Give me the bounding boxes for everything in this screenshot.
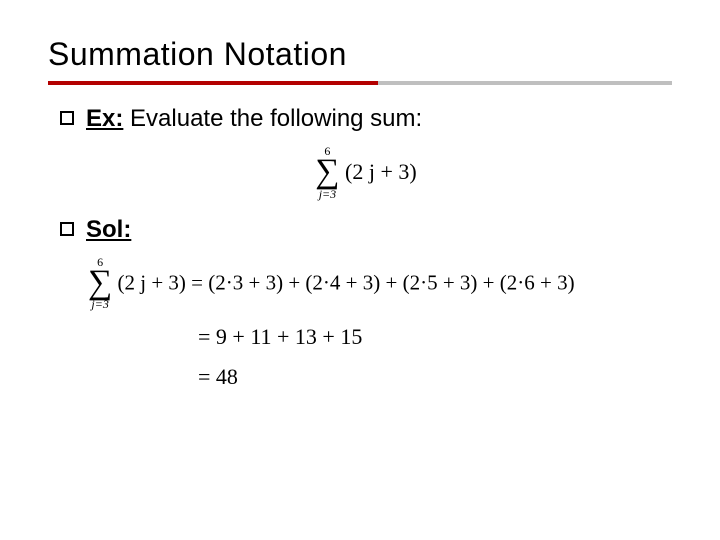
sigma-icon: ∑ <box>315 157 339 188</box>
page-title: Summation Notation <box>48 36 672 73</box>
rhs-expansion: = (2·3 + 3) + (2·4 + 3) + (2·5 + 3) + (2… <box>191 270 574 294</box>
ex-label: Ex: <box>86 105 123 132</box>
sigma-icon: ∑ <box>88 268 112 299</box>
sigma-lower: j=3 <box>319 188 336 200</box>
ex-text: Evaluate the following sum: <box>123 105 422 132</box>
formula-body: (2 j + 3) <box>345 159 417 184</box>
sigma-lower-2: j=3 <box>91 298 108 310</box>
sol-label: Sol: <box>86 216 131 243</box>
bullet-box-icon <box>60 222 74 236</box>
bullet-box-icon <box>60 111 74 125</box>
bullet-sol: Sol: <box>60 216 672 244</box>
formula-problem: 6 ∑ j=3 (2 j + 3) <box>60 145 672 200</box>
solution-step-2: = 9 + 11 + 13 + 15 <box>198 324 672 350</box>
solution-step-3: = 48 <box>198 364 672 390</box>
solution-expansion: 6 ∑ j=3 (2 j + 3) = (2·3 + 3) + (2·4 + 3… <box>88 256 672 311</box>
title-underline <box>48 81 672 85</box>
rule-gray <box>378 81 672 85</box>
bullet-ex: Ex: Evaluate the following sum: <box>60 105 672 133</box>
rule-red <box>48 81 378 85</box>
lhs-body: (2 j + 3) <box>118 270 186 294</box>
